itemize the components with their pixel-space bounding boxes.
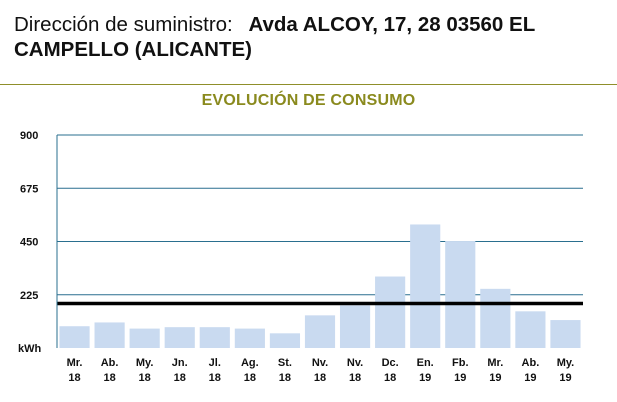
x-tick-label-year: 19 bbox=[419, 372, 431, 384]
x-tick-label-month: Jl. bbox=[209, 357, 221, 369]
bar bbox=[129, 328, 160, 348]
x-tick-label-month: Nv. bbox=[312, 357, 328, 369]
chart-title: EVOLUCIÓN DE CONSUMO bbox=[201, 92, 416, 109]
x-tick-label-month: Mr. bbox=[487, 357, 503, 369]
bar bbox=[339, 305, 371, 348]
x-tick-label-year: 19 bbox=[559, 372, 571, 384]
supply-address: Dirección de suministro: Avda ALCOY, 17,… bbox=[14, 12, 604, 62]
x-tick-label-year: 18 bbox=[139, 372, 151, 384]
axis-layer: 900 675 450 225 kWh bbox=[18, 130, 58, 355]
supply-address-value: Avda ALCOY, 17, 28 03560 EL CAMPELLO (AL… bbox=[14, 13, 535, 61]
y-tick-label: 900 bbox=[20, 130, 38, 142]
y-tick-label: 450 bbox=[20, 237, 38, 249]
bar bbox=[515, 311, 546, 348]
x-tick-label-month: My. bbox=[557, 357, 575, 369]
bars-layer bbox=[59, 224, 581, 348]
x-tick-label-year: 18 bbox=[209, 372, 221, 384]
bar bbox=[199, 327, 230, 348]
x-tick-label-month: Fb. bbox=[452, 357, 469, 369]
x-tick-label-month: Ab. bbox=[101, 357, 119, 369]
x-tick-label-month: My. bbox=[136, 357, 154, 369]
x-tick-label-year: 18 bbox=[68, 372, 80, 384]
x-tick-label-month: St. bbox=[278, 357, 292, 369]
bar bbox=[234, 328, 265, 348]
y-tick-label: 225 bbox=[20, 290, 38, 302]
header-divider bbox=[0, 84, 617, 85]
y-axis-unit: kWh bbox=[18, 343, 42, 355]
bar bbox=[269, 333, 301, 348]
x-tick-label-month: Ab. bbox=[522, 357, 540, 369]
bar bbox=[445, 241, 476, 348]
bar bbox=[94, 322, 125, 348]
x-tick-label-month: Nv. bbox=[347, 357, 363, 369]
y-tick-label: 675 bbox=[20, 183, 38, 195]
bar bbox=[304, 315, 336, 348]
bar bbox=[164, 327, 195, 348]
x-tick-label-year: 18 bbox=[384, 372, 396, 384]
x-tick-label-year: 19 bbox=[489, 372, 501, 384]
x-tick-label-year: 18 bbox=[103, 372, 115, 384]
x-tick-label-year: 18 bbox=[314, 372, 326, 384]
x-tick-label-year: 19 bbox=[454, 372, 466, 384]
grid-layer bbox=[57, 134, 583, 296]
x-tick-label-month: Jn. bbox=[172, 357, 188, 369]
bar bbox=[59, 326, 90, 348]
category-labels: Mr. 18 Ab. 18 My. 18 Jn. 18 Jl. 18 Ag. 18 St. 18 Nv. 18… bbox=[67, 357, 575, 384]
bar bbox=[550, 320, 581, 348]
x-tick-label-year: 19 bbox=[524, 372, 536, 384]
x-tick-label-year: 18 bbox=[279, 372, 291, 384]
bar bbox=[480, 288, 511, 348]
bar bbox=[410, 224, 441, 348]
bar bbox=[375, 276, 406, 348]
x-tick-label-year: 18 bbox=[244, 372, 256, 384]
x-tick-label-month: Ag. bbox=[241, 357, 259, 369]
supply-address-label: Dirección de suministro: bbox=[14, 13, 233, 36]
x-tick-label-month: Mr. bbox=[67, 357, 83, 369]
x-tick-label-year: 18 bbox=[349, 372, 361, 384]
x-tick-label-year: 18 bbox=[174, 372, 186, 384]
x-tick-label-month: En. bbox=[417, 357, 434, 369]
x-tick-label-month: Dc. bbox=[382, 357, 399, 369]
